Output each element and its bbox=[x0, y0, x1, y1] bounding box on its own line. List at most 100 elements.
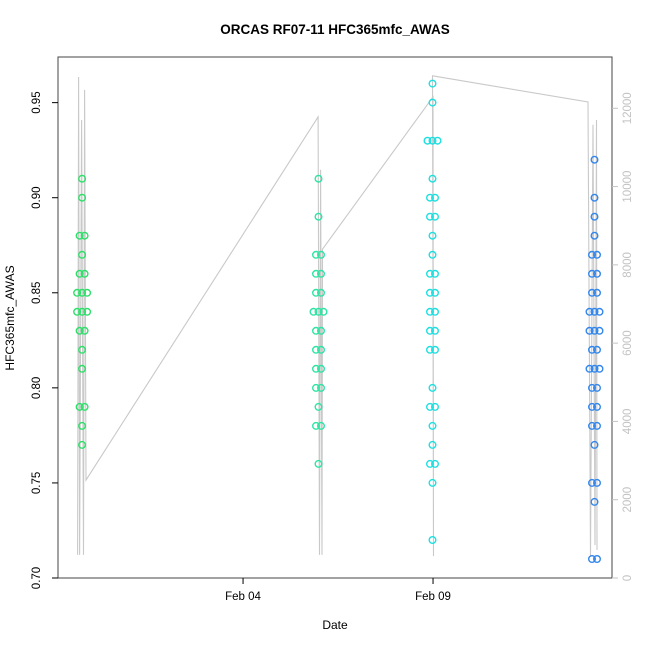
data-point bbox=[590, 326, 599, 335]
data-point bbox=[428, 231, 437, 240]
data-point bbox=[428, 174, 437, 183]
data-point bbox=[428, 421, 437, 430]
data-point bbox=[317, 326, 326, 335]
data-point bbox=[78, 288, 87, 297]
chart-title: ORCAS RF07-11 HFC365mfc_AWAS bbox=[220, 22, 450, 37]
data-point bbox=[590, 440, 599, 449]
data-point bbox=[431, 402, 440, 411]
data-point bbox=[317, 288, 326, 297]
data-point bbox=[75, 231, 84, 240]
data-point bbox=[590, 307, 599, 316]
right-tick-label: 12000 bbox=[622, 92, 634, 124]
data-point bbox=[80, 326, 89, 335]
right-tick-label: 2000 bbox=[622, 487, 634, 513]
data-point bbox=[593, 288, 602, 297]
y-axis-label: HFC365mfc_AWAS bbox=[3, 265, 17, 370]
data-point bbox=[312, 345, 321, 354]
data-point bbox=[75, 326, 84, 335]
data-point bbox=[588, 250, 597, 259]
series-cluster-1 bbox=[73, 174, 92, 449]
data-point bbox=[588, 402, 597, 411]
data-point bbox=[314, 212, 323, 221]
right-tick-label: 4000 bbox=[622, 409, 634, 435]
data-point bbox=[593, 402, 602, 411]
data-point bbox=[73, 288, 82, 297]
data-point bbox=[595, 364, 604, 373]
data-point bbox=[588, 288, 597, 297]
data-point bbox=[83, 288, 92, 297]
data-point bbox=[78, 193, 87, 202]
data-point bbox=[317, 345, 326, 354]
data-point bbox=[593, 383, 602, 392]
data-point bbox=[75, 269, 84, 278]
data-point bbox=[426, 326, 435, 335]
data-point bbox=[314, 174, 323, 183]
right-tick-label: 8000 bbox=[622, 252, 634, 278]
data-point bbox=[309, 307, 318, 316]
data-point bbox=[312, 421, 321, 430]
data-point bbox=[595, 326, 604, 335]
data-point bbox=[317, 421, 326, 430]
data-point bbox=[426, 307, 435, 316]
data-point bbox=[431, 193, 440, 202]
chart-layer: 0.70 0.75 0.80 0.85 0.90 0.95 0 2000 4000 6000 800… bbox=[31, 56, 634, 603]
data-point bbox=[593, 345, 602, 354]
data-point bbox=[428, 440, 437, 449]
data-point bbox=[75, 402, 84, 411]
data-point bbox=[428, 478, 437, 487]
data-point bbox=[590, 364, 599, 373]
data-point bbox=[433, 136, 442, 145]
left-tick-label: 0.85 bbox=[31, 282, 43, 304]
data-point bbox=[426, 212, 435, 221]
left-tick-label: 0.90 bbox=[31, 187, 43, 209]
data-point bbox=[314, 307, 323, 316]
data-point bbox=[426, 288, 435, 297]
data-point bbox=[312, 383, 321, 392]
data-point bbox=[317, 383, 326, 392]
data-point bbox=[426, 345, 435, 354]
left-tick-label: 0.70 bbox=[31, 567, 43, 589]
data-point bbox=[593, 555, 602, 564]
data-point bbox=[588, 345, 597, 354]
data-point bbox=[590, 193, 599, 202]
data-point bbox=[585, 307, 594, 316]
data-point bbox=[593, 250, 602, 259]
data-point bbox=[593, 421, 602, 430]
data-point bbox=[426, 402, 435, 411]
data-point bbox=[317, 364, 326, 373]
bottom-tick-label: Feb 04 bbox=[225, 591, 261, 603]
data-point bbox=[78, 364, 87, 373]
data-point bbox=[78, 440, 87, 449]
data-point bbox=[593, 478, 602, 487]
data-point bbox=[80, 231, 89, 240]
bottom-tick-label: Feb 09 bbox=[415, 591, 451, 603]
data-point bbox=[426, 269, 435, 278]
data-point bbox=[317, 269, 326, 278]
data-point bbox=[80, 269, 89, 278]
data-point bbox=[428, 250, 437, 259]
data-point bbox=[595, 307, 604, 316]
data-point bbox=[312, 269, 321, 278]
data-point bbox=[83, 307, 92, 316]
data-point bbox=[426, 459, 435, 468]
data-point bbox=[431, 459, 440, 468]
data-point bbox=[590, 212, 599, 221]
data-point bbox=[428, 79, 437, 88]
x-axis-label: Date bbox=[322, 618, 348, 632]
data-point bbox=[431, 326, 440, 335]
data-point bbox=[588, 421, 597, 430]
data-point bbox=[590, 231, 599, 240]
left-tick-label: 0.95 bbox=[31, 91, 43, 113]
data-point bbox=[423, 136, 432, 145]
data-point bbox=[431, 288, 440, 297]
data-point bbox=[78, 250, 87, 259]
data-point bbox=[590, 155, 599, 164]
data-point bbox=[312, 326, 321, 335]
data-point bbox=[314, 402, 323, 411]
data-point bbox=[588, 478, 597, 487]
data-point bbox=[426, 193, 435, 202]
data-point bbox=[78, 174, 87, 183]
left-tick-label: 0.80 bbox=[31, 377, 43, 399]
